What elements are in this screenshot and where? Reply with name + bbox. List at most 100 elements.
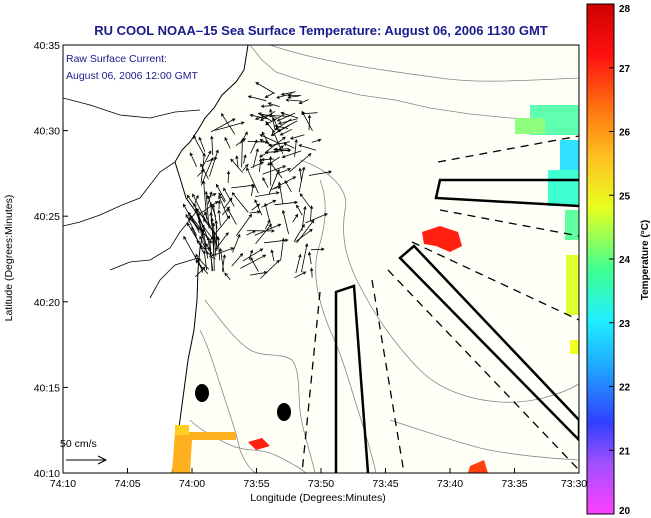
current-vector	[231, 252, 244, 267]
current-vector	[226, 170, 231, 183]
current-vector	[254, 223, 282, 236]
current-vector	[250, 161, 264, 169]
current-vector	[192, 193, 207, 223]
current-vector	[231, 192, 249, 213]
current-vector	[251, 203, 261, 211]
current-vector	[215, 183, 226, 202]
current-vector	[215, 232, 229, 250]
current-vector	[279, 128, 293, 136]
y-axis-label: Latitude (Degrees:Minutes)	[3, 195, 15, 322]
y-tick-label: 40:15	[34, 382, 60, 394]
current-vector	[276, 112, 296, 122]
current-vector	[265, 121, 274, 132]
map-title: RU COOL NOAA–15 Sea Surface Temperature:…	[94, 23, 548, 38]
x-tick-label: 74:00	[179, 478, 205, 490]
current-vector	[270, 148, 292, 153]
x-axis-label: Longitude (Degrees:Minutes)	[250, 492, 385, 504]
current-vector	[277, 120, 298, 132]
colorbar-tick-label: 20	[619, 506, 631, 517]
current-vector	[218, 192, 226, 203]
current-vector	[311, 138, 322, 143]
current-vector	[208, 239, 213, 272]
current-vector	[281, 150, 302, 159]
current-vector	[200, 163, 209, 180]
current-vector	[248, 249, 254, 260]
current-vector	[266, 136, 286, 152]
colorbar-tick-label: 27	[619, 64, 631, 75]
current-vector	[260, 104, 273, 108]
x-tick-label: 74:10	[50, 478, 76, 490]
sampling-box-east	[434, 178, 579, 208]
current-vector	[270, 249, 275, 262]
current-vector	[250, 184, 255, 197]
current-vector	[280, 91, 296, 96]
current-time: August 06, 2006 12:00 GMT	[66, 70, 199, 82]
current-vector	[270, 185, 282, 190]
coastline	[63, 45, 249, 473]
current-vector	[242, 248, 264, 262]
contour-nearshore-2	[199, 329, 257, 473]
current-vector	[254, 114, 269, 120]
current-vector	[186, 194, 204, 219]
current-vector	[260, 259, 280, 279]
current-vector	[194, 194, 199, 204]
current-vector	[224, 136, 231, 149]
colorbar-ticks: 28 27 26 25 24 23 22 21 20	[609, 3, 631, 517]
current-vector	[214, 219, 218, 252]
current-vector	[221, 206, 230, 216]
current-vector	[210, 217, 215, 256]
current-vector	[207, 191, 213, 205]
x-tick-label: 73:30	[561, 478, 587, 490]
current-vector	[217, 199, 221, 210]
current-vector	[235, 155, 239, 168]
current-vector	[198, 136, 206, 152]
current-vector	[259, 151, 270, 158]
sst-patch-yellow-south	[175, 425, 189, 435]
current-vector	[209, 149, 219, 177]
current-vector	[259, 110, 276, 121]
contour-nearshore	[204, 299, 316, 473]
y-tick-label: 40:20	[34, 297, 60, 309]
current-vector	[261, 131, 270, 146]
current-vector	[272, 117, 280, 133]
current-vector	[295, 253, 302, 274]
x-tick-label: 73:50	[308, 478, 334, 490]
current-vector	[307, 114, 312, 131]
current-vector	[204, 190, 210, 229]
current-vector	[189, 214, 200, 231]
transect-line-6	[301, 291, 321, 473]
sst-patch-ne-4	[548, 170, 579, 206]
current-vector	[289, 153, 312, 173]
current-vector	[221, 254, 226, 272]
current-vector	[308, 170, 333, 176]
current-vector	[224, 272, 231, 281]
current-vector	[232, 233, 241, 253]
current-vector	[309, 267, 314, 278]
current-vector	[276, 93, 293, 99]
current-vector	[252, 148, 259, 168]
y-tick-label: 40:35	[34, 40, 60, 52]
transect-line-2	[439, 209, 579, 237]
colorbar-tick-label: 25	[619, 191, 631, 202]
current-vector	[195, 253, 204, 273]
current-vector	[235, 138, 246, 147]
colorbar-tick-label: 21	[619, 446, 631, 457]
current-vector	[196, 212, 202, 237]
current-vector	[216, 236, 221, 261]
current-vector	[246, 230, 257, 236]
current-vector	[292, 213, 299, 223]
current-vector	[246, 167, 259, 194]
sst-patch-red-center	[422, 226, 462, 252]
current-vector	[287, 95, 300, 99]
current-vector	[201, 228, 207, 248]
current-vector	[301, 243, 309, 273]
current-vector	[243, 154, 247, 164]
current-vector	[262, 177, 269, 188]
current-vector	[294, 228, 313, 243]
colorbar-tick-label: 26	[619, 128, 631, 139]
current-vector	[301, 205, 307, 231]
current-vector	[255, 82, 275, 94]
current-vector	[273, 147, 291, 152]
current-vector	[242, 163, 249, 171]
